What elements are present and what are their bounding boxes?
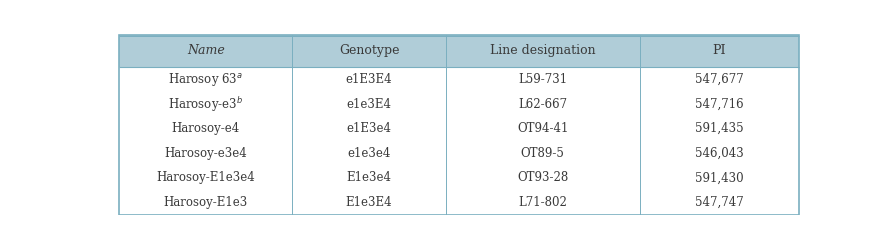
Text: PI: PI	[712, 45, 727, 57]
Text: 547,716: 547,716	[695, 98, 744, 111]
Text: e1E3E4: e1E3E4	[346, 73, 392, 86]
Text: OT94-41: OT94-41	[517, 122, 568, 135]
Text: Harosoy-e4: Harosoy-e4	[172, 122, 240, 135]
Text: L59-731: L59-731	[518, 73, 567, 86]
Bar	[119, 35, 799, 67]
Text: e1e3e4: e1e3e4	[348, 147, 391, 160]
Text: 591,435: 591,435	[695, 122, 744, 135]
Text: Harosoy-e3$^b$: Harosoy-e3$^b$	[168, 95, 243, 113]
Text: OT89-5: OT89-5	[521, 147, 564, 160]
Text: 546,043: 546,043	[695, 147, 744, 160]
Text: L71-802: L71-802	[518, 196, 567, 209]
Text: Harosoy-e3e4: Harosoy-e3e4	[164, 147, 247, 160]
Text: e1e3E4: e1e3E4	[347, 98, 392, 111]
Text: L62-667: L62-667	[518, 98, 567, 111]
Text: OT93-28: OT93-28	[517, 171, 568, 184]
Text: Line designation: Line designation	[490, 45, 595, 57]
Text: Harosoy-E1e3: Harosoy-E1e3	[164, 196, 248, 209]
Text: 591,430: 591,430	[695, 171, 744, 184]
Text: 547,747: 547,747	[695, 196, 744, 209]
Text: Genotype: Genotype	[339, 45, 400, 57]
Text: Name: Name	[187, 45, 225, 57]
Text: Harosoy 63$^a$: Harosoy 63$^a$	[168, 71, 243, 88]
Text: 547,677: 547,677	[695, 73, 744, 86]
Text: E1e3E4: E1e3E4	[346, 196, 392, 209]
Text: Harosoy-E1e3e4: Harosoy-E1e3e4	[156, 171, 255, 184]
Text: e1E3e4: e1E3e4	[347, 122, 392, 135]
Text: E1e3e4: E1e3e4	[347, 171, 392, 184]
